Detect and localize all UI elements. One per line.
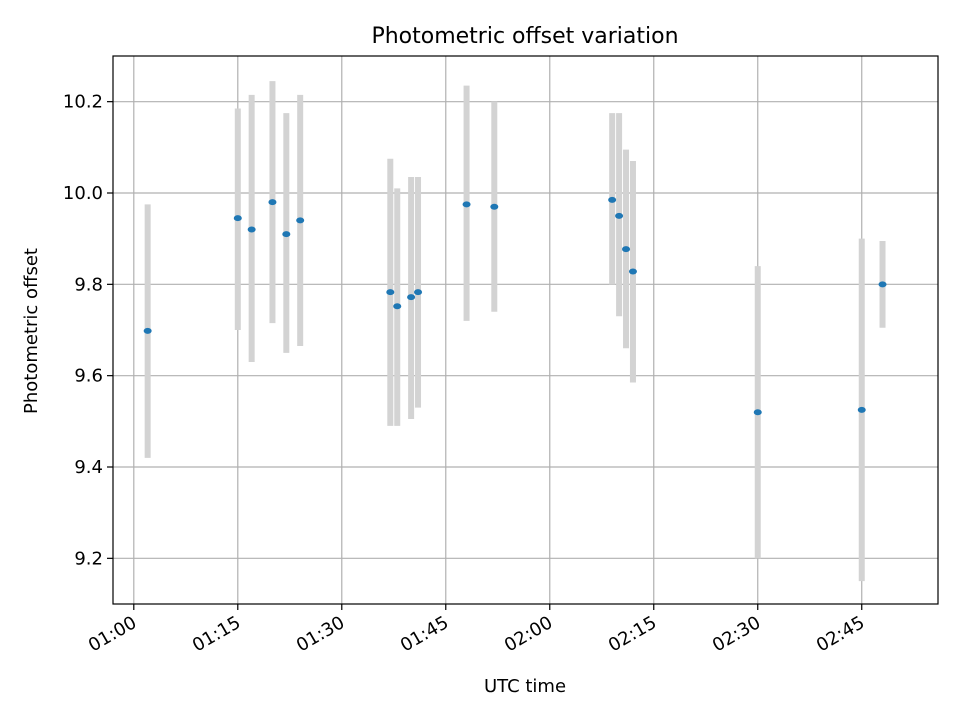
chart-title: Photometric offset variation — [371, 24, 678, 49]
y-tick-label: 9.2 — [74, 548, 103, 569]
y-tick-label: 9.8 — [74, 274, 103, 295]
x-tick-label: 02:45 — [813, 612, 868, 656]
x-tick-label: 01:00 — [85, 612, 140, 656]
x-tick-label: 01:45 — [397, 612, 452, 656]
x-tick-label: 02:15 — [605, 612, 660, 656]
data-point — [753, 409, 762, 416]
data-point — [615, 212, 624, 219]
y-axis-ticks: 9.2 9.4 9.6 9.8 10.0 10.2 — [63, 92, 113, 569]
x-axis-ticks: 01:00 01:15 01:30 01:45 02:00 02:15 02:30 02:45 — [85, 604, 868, 656]
y-tick-label: 9.4 — [74, 457, 103, 478]
x-tick-label: 02:30 — [709, 612, 764, 656]
y-tick-label: 10.2 — [63, 92, 103, 113]
x-tick-label: 01:30 — [293, 612, 348, 656]
data-point — [490, 203, 499, 210]
data-point — [462, 201, 471, 208]
data-point — [622, 246, 631, 253]
data-point — [407, 294, 416, 301]
data-point — [393, 303, 402, 310]
y-tick-label: 10.0 — [63, 183, 103, 204]
plot-frame — [112, 55, 939, 605]
data-point — [628, 268, 637, 275]
data-point — [233, 215, 242, 222]
data-point — [143, 327, 152, 334]
x-tick-label: 01:15 — [189, 612, 244, 656]
y-axis-label: Photometric offset — [21, 248, 42, 414]
data-point — [608, 196, 617, 203]
data-point — [296, 217, 305, 224]
data-point — [268, 199, 277, 206]
data-point — [282, 231, 291, 238]
x-axis-label: UTC time — [484, 676, 566, 697]
data-points — [143, 196, 887, 416]
data-point — [878, 281, 887, 288]
error-bars — [144, 81, 886, 582]
data-point — [414, 289, 423, 296]
x-tick-label: 02:00 — [501, 612, 556, 656]
data-point — [247, 226, 256, 233]
y-tick-label: 9.6 — [74, 366, 103, 387]
data-point — [857, 406, 866, 413]
data-point — [386, 289, 395, 296]
